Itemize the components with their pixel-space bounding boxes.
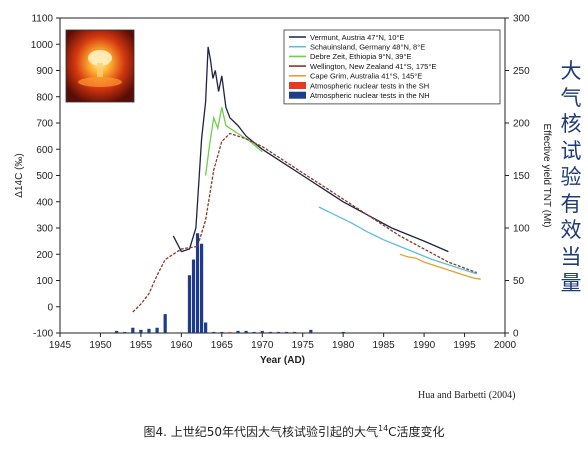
bar-series-layer xyxy=(115,233,345,333)
nuclear-explosion-photo xyxy=(65,29,135,103)
x-tick-label: 1980 xyxy=(332,340,355,351)
series-line-4 xyxy=(132,132,477,313)
y2-tick-label: 300 xyxy=(513,14,530,25)
nh-test-bar xyxy=(139,329,143,333)
y-axis-title: Δ14C (‰) xyxy=(14,153,25,197)
y-tick-label: 400 xyxy=(36,197,53,208)
nh-test-bar xyxy=(284,331,289,333)
y2-tick-label: 150 xyxy=(513,171,530,182)
vertical-title: 大气核试验有效当量 xyxy=(560,59,582,295)
y2-axis-title: Effective yield TNT (Mt) xyxy=(541,124,552,228)
x-tick-label: 1975 xyxy=(292,340,315,351)
x-axis-title: Year (AD) xyxy=(260,355,305,366)
nh-test-bar xyxy=(199,243,204,333)
series-line-5 xyxy=(399,253,481,280)
x-tick-label: 1990 xyxy=(413,340,436,351)
x-tick-label: 1960 xyxy=(170,340,193,351)
series-line-3 xyxy=(204,107,263,176)
y2-tick-label: 200 xyxy=(513,119,530,130)
sh-test-bar xyxy=(228,331,232,333)
nh-test-bar xyxy=(244,330,248,333)
legend-entry: Vermunt, Austria 47°N, 10°E xyxy=(310,33,404,42)
legend-swatch xyxy=(289,82,306,89)
x-tick-label: 1965 xyxy=(211,340,234,351)
citation: Hua and Barbetti (2004) xyxy=(418,390,516,401)
y-tick-label: 700 xyxy=(36,119,53,130)
nh-test-bar xyxy=(187,275,192,333)
nh-test-bar xyxy=(115,330,119,333)
y-tick-label: 0 xyxy=(47,302,53,313)
x-tick-label: 2000 xyxy=(494,340,517,351)
x-tick-label: 1995 xyxy=(453,340,476,351)
y-tick-label: 1000 xyxy=(31,40,54,51)
caption-suffix: C活度变化 xyxy=(388,425,445,439)
y-tick-label: 300 xyxy=(36,224,53,235)
x-tick-label: 1950 xyxy=(89,340,112,351)
legend-entry: Debre Zeit, Ethiopia 9°N, 39°E xyxy=(310,52,411,61)
legend-entry: Wellington, New Zealand 41°S, 175°E xyxy=(310,62,436,71)
nh-test-bar xyxy=(131,327,135,333)
nh-test-bar xyxy=(341,331,345,333)
y2-tick-label: 100 xyxy=(513,224,530,235)
nh-test-bar xyxy=(260,330,264,333)
y2-tick-label: 0 xyxy=(513,329,519,340)
nh-test-bar xyxy=(147,328,151,333)
nh-test-bar xyxy=(252,331,256,333)
x-tick-label: 1985 xyxy=(373,340,396,351)
nh-test-bar xyxy=(191,259,196,333)
nh-test-bar xyxy=(220,331,224,333)
y-tick-label: 200 xyxy=(36,250,53,261)
nh-test-bar xyxy=(212,331,216,333)
nh-test-bar xyxy=(195,233,200,333)
legend-entry: Atmospheric nuclear tests in the NH xyxy=(310,91,430,100)
caption-superscript: 14 xyxy=(377,424,389,433)
caption-prefix: 图4. 上世纪50年代因大气核试验引起的大气 xyxy=(143,425,378,439)
nh-test-bar xyxy=(268,331,272,333)
nh-test-bar xyxy=(236,330,240,333)
y-tick-label: 500 xyxy=(36,171,53,182)
axis-ticks: 1945 1950 1955 1960 1965 1970 1975 1980 1985 1990… xyxy=(31,14,530,352)
figure-caption: 图4. 上世纪50年代因大气核试验引起的大气14C活度变化 xyxy=(0,423,588,440)
y-tick-label: 900 xyxy=(36,66,53,77)
nh-test-bar xyxy=(163,314,167,333)
y2-tick-label: 50 xyxy=(513,276,525,287)
series-line-1 xyxy=(172,46,449,253)
nh-test-bar xyxy=(204,322,208,333)
y-tick-label: 600 xyxy=(36,145,53,156)
y2-tick-label: 250 xyxy=(513,66,530,77)
nh-test-bar xyxy=(155,327,159,333)
series-line-2 xyxy=(318,206,477,275)
legend-swatch xyxy=(289,91,306,99)
legend-entry: Schauinsland, Germany 48°N, 8°E xyxy=(310,43,425,52)
nh-test-bar xyxy=(276,331,281,333)
nh-test-bar xyxy=(123,331,127,333)
legend: Vermunt, Austria 47°N, 10°ESchauinsland,… xyxy=(283,29,501,105)
y-tick-label: -100 xyxy=(33,329,53,340)
legend-box xyxy=(283,29,501,105)
y-tick-label: 100 xyxy=(36,276,53,287)
x-tick-label: 1955 xyxy=(130,340,153,351)
y-tick-label: 800 xyxy=(36,92,53,103)
legend-entry: Atmospheric nuclear tests in the SH xyxy=(310,81,429,90)
y-tick-label: 1100 xyxy=(31,14,53,25)
nh-test-bar xyxy=(293,331,297,333)
x-tick-label: 1970 xyxy=(251,340,274,351)
legend-entry: Cape Grim, Australia 41°S, 145°E xyxy=(310,72,422,81)
line-series-layer xyxy=(132,46,481,313)
x-tick-label: 1945 xyxy=(49,340,72,351)
nh-test-bar xyxy=(309,329,313,333)
